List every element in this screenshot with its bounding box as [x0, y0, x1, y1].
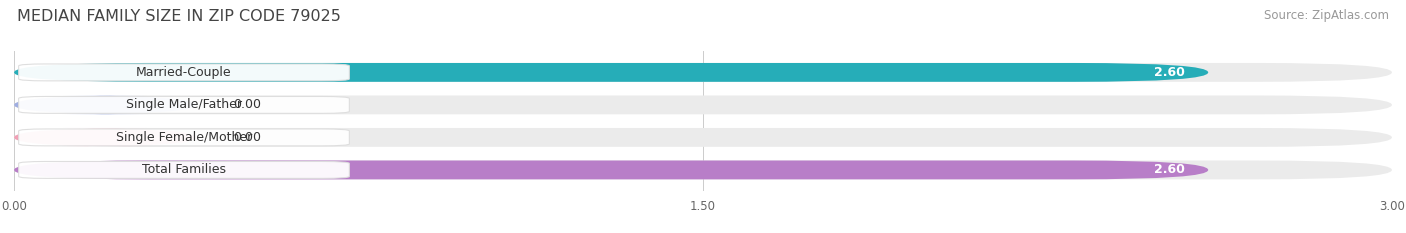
FancyBboxPatch shape: [14, 63, 1208, 82]
FancyBboxPatch shape: [14, 96, 1392, 114]
Text: Married-Couple: Married-Couple: [136, 66, 232, 79]
FancyBboxPatch shape: [14, 128, 1392, 147]
Text: Total Families: Total Families: [142, 163, 226, 176]
Text: Single Male/Father: Single Male/Father: [127, 98, 242, 111]
FancyBboxPatch shape: [18, 96, 349, 113]
FancyBboxPatch shape: [18, 129, 349, 146]
FancyBboxPatch shape: [14, 63, 1392, 82]
Text: 0.00: 0.00: [232, 98, 260, 111]
FancyBboxPatch shape: [18, 64, 349, 81]
FancyBboxPatch shape: [18, 161, 349, 178]
FancyBboxPatch shape: [14, 128, 195, 147]
Text: MEDIAN FAMILY SIZE IN ZIP CODE 79025: MEDIAN FAMILY SIZE IN ZIP CODE 79025: [17, 9, 340, 24]
Text: Source: ZipAtlas.com: Source: ZipAtlas.com: [1264, 9, 1389, 22]
Text: Single Female/Mother: Single Female/Mother: [115, 131, 252, 144]
Text: 0.00: 0.00: [232, 131, 260, 144]
FancyBboxPatch shape: [14, 161, 1208, 179]
Text: 2.60: 2.60: [1154, 163, 1185, 176]
FancyBboxPatch shape: [14, 161, 1392, 179]
Text: 2.60: 2.60: [1154, 66, 1185, 79]
FancyBboxPatch shape: [14, 96, 195, 114]
